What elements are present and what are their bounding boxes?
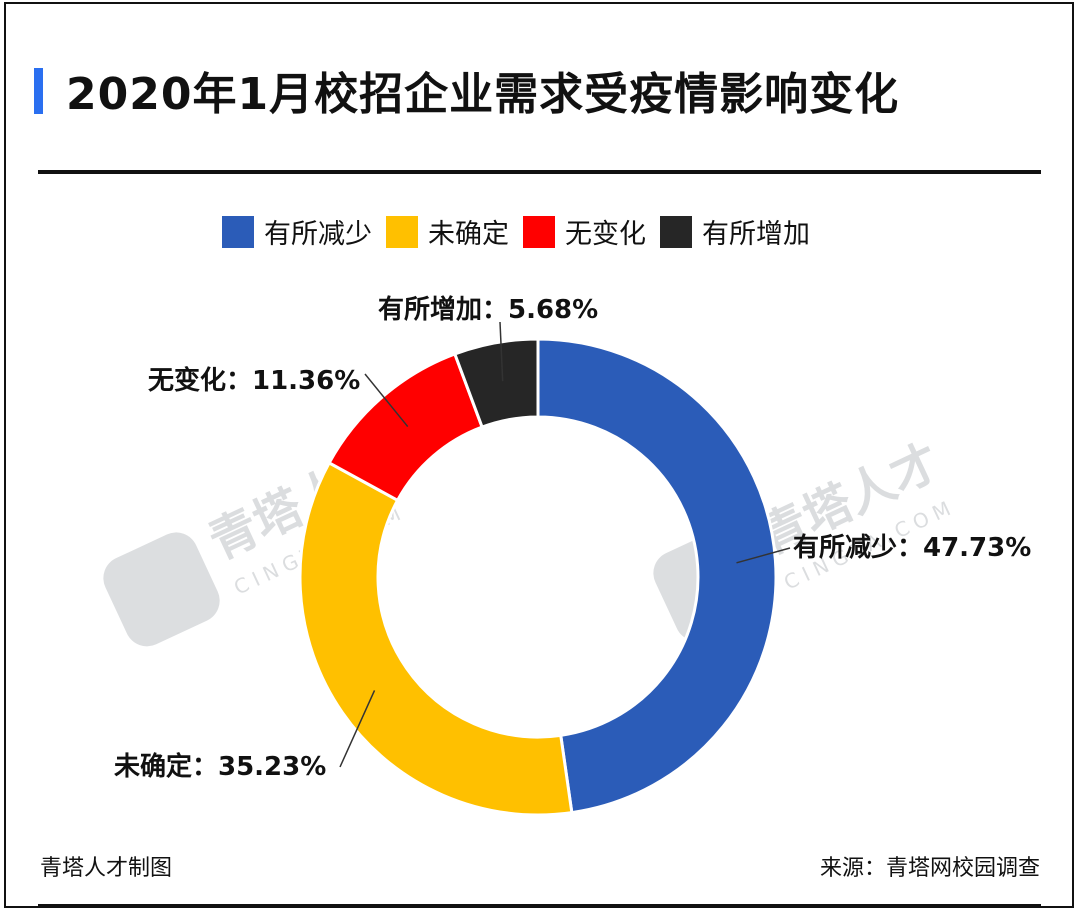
donut-slices <box>298 337 778 817</box>
chart-title: 2020年1月校招企业需求受疫情影响变化 <box>66 69 900 120</box>
legend-item-decrease: 有所减少 <box>222 212 372 251</box>
data-label-increase: 有所增加：5.68% <box>378 294 598 325</box>
legend-swatch-no-change <box>523 215 555 248</box>
bottom-divider <box>38 904 1041 908</box>
slice-increase <box>452 337 540 430</box>
title-accent-bar <box>34 68 43 114</box>
legend-swatch-undetermined <box>386 215 418 248</box>
legend-swatch-decrease <box>222 215 254 248</box>
data-labels: 有所减少：47.73% 未确定：35.23% 无变化：11.36% 有所增加：5.68… <box>114 294 1031 782</box>
data-label-decrease: 有所减少：47.73% <box>793 533 1031 563</box>
title-divider <box>38 170 1041 174</box>
leader-line-increase <box>499 321 504 382</box>
footer-credit: 青塔人才制图 <box>40 856 173 881</box>
slice-decrease <box>536 337 778 815</box>
legend-label-no-change: 无变化 <box>565 219 646 250</box>
legend: 有所减少 未确定 无变化 有所增加 <box>222 212 824 251</box>
leader-line-undetermined <box>339 690 376 768</box>
data-label-undetermined: 未确定：35.23% <box>114 751 326 782</box>
legend-label-decrease: 有所减少 <box>264 219 372 250</box>
footer-source: 来源：青塔网校园调查 <box>819 856 1040 881</box>
leader-line-decrease <box>736 547 791 564</box>
legend-label-increase: 有所增加 <box>702 219 810 250</box>
legend-item-undetermined: 未确定 <box>386 212 509 251</box>
label-leader-lines <box>339 321 791 768</box>
legend-label-undetermined: 未确定 <box>428 219 509 250</box>
legend-swatch-increase <box>660 215 692 248</box>
data-label-no-change: 无变化：11.36% <box>148 365 360 396</box>
legend-item-increase: 有所增加 <box>660 212 810 251</box>
leader-line-no-change <box>364 373 409 428</box>
watermark-logo-icon <box>103 532 220 647</box>
slice-undetermined <box>298 460 574 817</box>
legend-item-no-change: 无变化 <box>523 212 646 251</box>
